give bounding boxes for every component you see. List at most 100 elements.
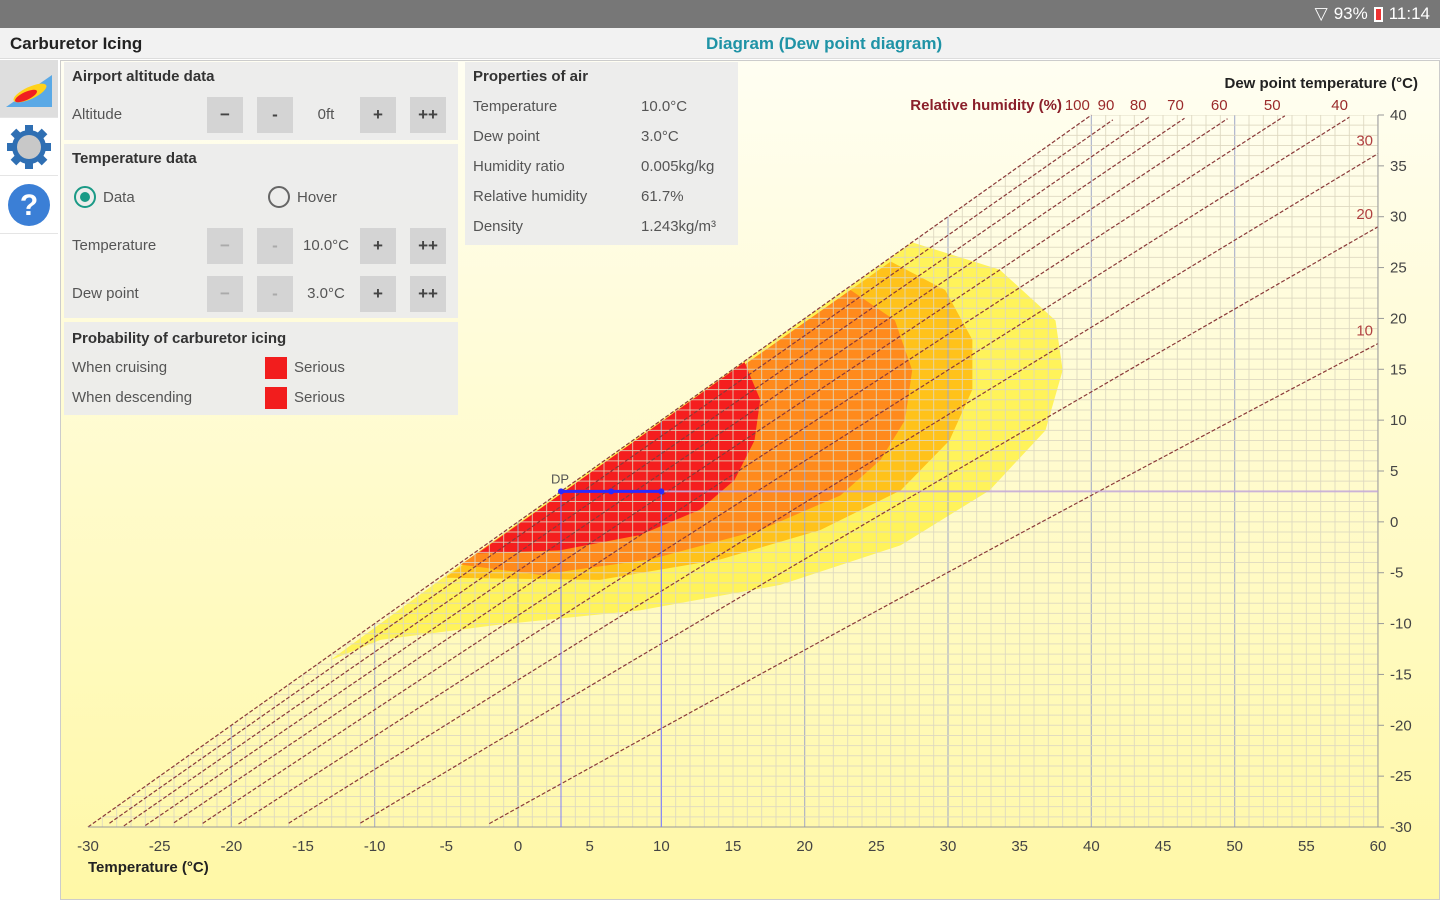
rh-right-label: 20 xyxy=(1356,206,1373,223)
wifi-icon: ▽ xyxy=(1314,4,1328,23)
cruising-label: When cruising xyxy=(72,359,168,376)
rh-right-label: 10 xyxy=(1356,323,1373,340)
battery-icon xyxy=(1373,6,1383,22)
clock: 11:14 xyxy=(1388,4,1430,23)
svg-text:?: ? xyxy=(20,189,38,222)
x-tick-label: 20 xyxy=(796,838,813,855)
altitude-decrease-button[interactable]: - xyxy=(257,97,293,133)
properties-panel: Properties of air Temperature 10.0°C Dew p… xyxy=(465,62,738,245)
radio-data[interactable] xyxy=(74,186,96,208)
x-tick-label: 0 xyxy=(514,838,522,855)
property-label: Relative humidity xyxy=(473,188,588,205)
property-value: 3.0°C xyxy=(641,128,679,145)
x-tick-label: 25 xyxy=(868,838,885,855)
y-tick-label: 20 xyxy=(1390,310,1407,327)
altitude-increase-button[interactable]: + xyxy=(360,97,396,133)
x-tick-label: -25 xyxy=(149,838,171,855)
x-tick-label: 60 xyxy=(1370,838,1387,855)
dewpoint-increase-button[interactable]: + xyxy=(360,276,396,312)
dewpoint-decrease-large-button[interactable]: − xyxy=(207,276,243,312)
altitude-title: Airport altitude data xyxy=(72,68,215,85)
icing-probability-panel: Probability of carburetor icing When cru… xyxy=(64,322,458,415)
y-axis-title: Dew point temperature (°C) xyxy=(1224,75,1418,92)
y-tick-label: 15 xyxy=(1390,361,1407,378)
battery-level: 93% xyxy=(1333,4,1368,23)
property-label: Dew point xyxy=(473,128,540,145)
rh-line-60 xyxy=(173,118,1228,824)
gear-icon xyxy=(7,124,51,169)
rh-right-label: 30 xyxy=(1356,133,1373,150)
status-bar: ▽ 93% 11:14 xyxy=(0,0,1440,28)
nav-settings[interactable] xyxy=(0,118,58,176)
rh-top-label: 80 xyxy=(1130,97,1147,114)
rh-axis-title: Relative humidity (%) xyxy=(910,97,1062,114)
rh-top-label: 100 xyxy=(1065,97,1090,114)
chart-icon xyxy=(6,74,52,107)
x-tick-label: 55 xyxy=(1298,838,1315,855)
y-tick-label: -15 xyxy=(1390,666,1412,683)
dp-label: DP xyxy=(551,471,569,486)
property-value: 61.7% xyxy=(641,188,684,205)
temperature-value: 10.0°C xyxy=(302,237,350,254)
x-tick-label: 10 xyxy=(653,838,670,855)
rh-top-label: 60 xyxy=(1211,97,1228,114)
x-tick-label: -15 xyxy=(292,838,314,855)
y-tick-label: 30 xyxy=(1390,209,1407,226)
temperature-increase-large-button[interactable]: ++ xyxy=(410,228,446,264)
nav-diagram[interactable] xyxy=(0,60,58,118)
property-label: Humidity ratio xyxy=(473,158,565,175)
descending-severity-swatch xyxy=(265,387,287,409)
altitude-value: 0ft xyxy=(317,106,335,123)
radio-data-label: Data xyxy=(103,189,135,206)
descending-severity: Serious xyxy=(294,389,345,406)
altitude-decrease-large-button[interactable]: − xyxy=(207,97,243,133)
rh-line-70 xyxy=(144,117,1185,827)
nav-help[interactable]: ? xyxy=(0,176,58,234)
dewpoint-increase-large-button[interactable]: ++ xyxy=(410,276,446,312)
x-tick-label: -30 xyxy=(77,838,99,855)
descending-label: When descending xyxy=(72,389,193,406)
property-value: 10.0°C xyxy=(641,98,688,115)
rh-line-40 xyxy=(238,116,1350,825)
property-value: 0.005kg/kg xyxy=(641,158,715,175)
rh-top-label: 70 xyxy=(1167,97,1184,114)
x-tick-label: -20 xyxy=(220,838,242,855)
temperature-increase-button[interactable]: + xyxy=(360,228,396,264)
dp-marker xyxy=(608,488,615,495)
y-tick-label: 35 xyxy=(1390,158,1407,175)
dewpoint-label: Dew point xyxy=(72,285,139,302)
view-title: Diagram (Dew point diagram) xyxy=(706,34,943,53)
properties-title: Properties of air xyxy=(473,68,589,85)
x-tick-label: 35 xyxy=(1011,838,1028,855)
temperature-decrease-button[interactable]: - xyxy=(257,228,293,264)
x-tick-label: -10 xyxy=(364,838,386,855)
rh-line-20 xyxy=(360,226,1379,824)
dp-marker xyxy=(658,488,665,495)
y-tick-label: -10 xyxy=(1390,616,1412,633)
cruising-severity: Serious xyxy=(294,359,345,376)
temperature-panel: Temperature data Data Hover Temperature … xyxy=(64,144,458,318)
y-tick-label: 40 xyxy=(1390,107,1407,124)
icing-probability-title: Probability of carburetor icing xyxy=(72,330,287,347)
property-label: Density xyxy=(473,218,524,235)
x-axis-title: Temperature (°C) xyxy=(88,859,209,876)
side-nav: ? xyxy=(0,60,58,240)
y-tick-label: -5 xyxy=(1390,565,1403,582)
help-icon: ? xyxy=(8,183,50,226)
y-tick-label: -20 xyxy=(1390,717,1412,734)
altitude-increase-large-button[interactable]: ++ xyxy=(410,97,446,133)
temperature-decrease-large-button[interactable]: − xyxy=(207,228,243,264)
radio-hover[interactable] xyxy=(268,186,290,208)
cruising-severity-swatch xyxy=(265,357,287,379)
altitude-panel: Airport altitude data Altitude − - 0ft +… xyxy=(64,62,458,140)
radio-hover-label: Hover xyxy=(297,189,338,206)
property-value: 1.243kg/m³ xyxy=(641,218,717,235)
altitude-label: Altitude xyxy=(72,106,123,123)
dewpoint-value: 3.0°C xyxy=(307,285,345,302)
dewpoint-decrease-button[interactable]: - xyxy=(257,276,293,312)
property-label: Temperature xyxy=(473,98,558,115)
dp-marker xyxy=(558,488,564,495)
x-tick-label: 30 xyxy=(940,838,957,855)
rh-top-label: 50 xyxy=(1264,97,1281,114)
